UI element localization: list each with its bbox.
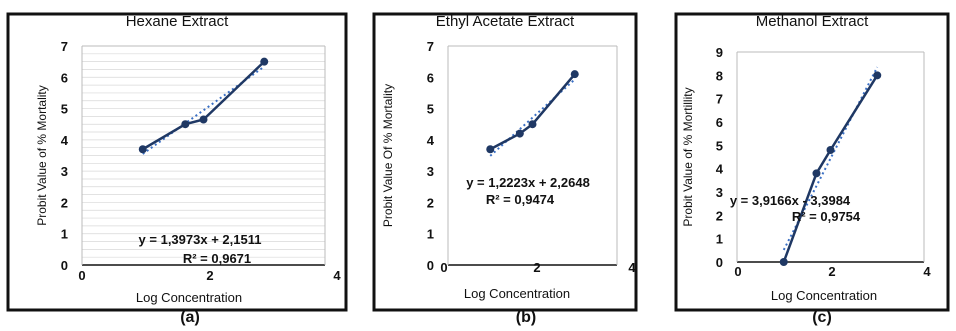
series-line bbox=[782, 74, 879, 263]
y-axis-label: Probit Value of % Mortality bbox=[35, 85, 49, 226]
data-point bbox=[181, 120, 190, 129]
x-tick-label: 4 bbox=[333, 268, 341, 283]
x-tick-label: 2 bbox=[206, 268, 213, 283]
y-tick-label: 0 bbox=[427, 258, 434, 273]
trendline-equation: y = 1,3973x + 2,1511 bbox=[139, 232, 262, 247]
r-squared-label: R² = 0,9474 bbox=[486, 192, 555, 207]
r-squared-label: R² = 0,9754 bbox=[792, 209, 861, 224]
x-tick-label: 0 bbox=[78, 268, 85, 283]
y-tick-label: 0 bbox=[61, 258, 68, 273]
chart-title: Methanol Extract bbox=[756, 13, 869, 30]
y-tick-label: 7 bbox=[716, 92, 723, 107]
chart-panel-b: Ethyl Acetate Extract 0 1 2 3 4 5 6 7 0 2 4 Log Conc… bbox=[370, 0, 648, 331]
data-point bbox=[570, 70, 579, 79]
trendline bbox=[782, 66, 879, 251]
y-tick-label: 4 bbox=[716, 162, 724, 177]
x-tick-label: 2 bbox=[828, 264, 835, 279]
y-tick-label: 2 bbox=[427, 195, 434, 210]
y-tick-label: 6 bbox=[427, 70, 434, 85]
y-tick-label: 1 bbox=[427, 227, 434, 242]
y-tick-label: 8 bbox=[716, 68, 723, 83]
y-tick-label: 3 bbox=[716, 185, 723, 200]
data-point bbox=[138, 145, 147, 154]
y-tick-label: 6 bbox=[61, 70, 68, 85]
data-point bbox=[486, 145, 495, 154]
y-tick-label: 2 bbox=[61, 195, 68, 210]
data-point bbox=[873, 71, 882, 80]
chart-panel-c: Methanol Extract 0 1 2 3 4 5 6 7 8 9 0 2 4 Log Concent… bbox=[672, 0, 956, 331]
x-tick-label: 4 bbox=[628, 260, 636, 275]
y-tick-label: 5 bbox=[61, 102, 68, 117]
y-tick-label: 5 bbox=[427, 102, 434, 117]
r-squared-label: R² = 0,9671 bbox=[183, 251, 251, 266]
data-point bbox=[515, 129, 524, 138]
chart-title: Hexane Extract bbox=[126, 13, 229, 30]
series-line bbox=[489, 73, 576, 151]
chart-ethyl-acetate-extract: Ethyl Acetate Extract 0 1 2 3 4 5 6 7 0 2 4 Log Conc… bbox=[372, 12, 638, 326]
chart-title: Ethyl Acetate Extract bbox=[436, 13, 575, 30]
x-axis-label: Log Concentration bbox=[464, 286, 570, 301]
x-tick-label: 4 bbox=[923, 264, 931, 279]
chart-frame bbox=[6, 12, 348, 312]
panel-caption: (b) bbox=[516, 309, 536, 326]
y-tick-label: 5 bbox=[716, 138, 723, 153]
data-point bbox=[260, 57, 269, 66]
chart-methanol-extract: Methanol Extract 0 1 2 3 4 5 6 7 8 9 0 2 4 Log Concent… bbox=[674, 12, 950, 326]
y-axis-label: Probit Value Of % Mortality bbox=[381, 84, 395, 227]
data-point bbox=[528, 120, 537, 129]
y-tick-label: 3 bbox=[61, 164, 68, 179]
data-point bbox=[812, 169, 821, 178]
y-tick-label: 6 bbox=[716, 115, 723, 130]
panel-caption: (a) bbox=[180, 309, 200, 326]
y-tick-label: 4 bbox=[61, 133, 69, 148]
data-point bbox=[826, 146, 835, 154]
x-tick-label: 0 bbox=[734, 264, 741, 279]
data-point bbox=[779, 258, 788, 266]
y-tick-label: 9 bbox=[716, 45, 723, 60]
x-axis-label: Log Concentration bbox=[136, 290, 242, 305]
chart-hexane-extract: Hexane Extract 0 1 2 3 4 5 6 7 0 2 4 Log Concentrati… bbox=[6, 12, 348, 326]
y-tick-label: 4 bbox=[427, 133, 435, 148]
chart-frame bbox=[674, 12, 950, 312]
y-tick-label: 7 bbox=[61, 39, 68, 54]
trendline-equation: y = 3,9166x - 3,3984 bbox=[730, 193, 851, 208]
chart-panel-a: Hexane Extract 0 1 2 3 4 5 6 7 0 2 4 Log Concentrati… bbox=[0, 0, 355, 331]
data-point bbox=[199, 115, 208, 124]
y-axis-label: Probit Value of % Mortillity bbox=[681, 87, 695, 226]
trendline-equation: y = 1,2223x + 2,2648 bbox=[466, 175, 590, 190]
y-tick-label: 7 bbox=[427, 39, 434, 54]
chart-frame bbox=[372, 12, 638, 312]
y-tick-label: 1 bbox=[716, 232, 723, 247]
panel-caption: (c) bbox=[812, 309, 832, 326]
x-tick-label: 0 bbox=[440, 260, 447, 275]
y-tick-label: 3 bbox=[427, 164, 434, 179]
series-line bbox=[142, 60, 266, 151]
y-tick-label: 0 bbox=[716, 255, 723, 270]
trendline bbox=[489, 78, 576, 157]
x-axis-label: Log Concentration bbox=[771, 288, 877, 303]
y-tick-label: 2 bbox=[716, 208, 723, 223]
y-tick-label: 1 bbox=[61, 227, 68, 242]
x-tick-label: 2 bbox=[533, 260, 540, 275]
